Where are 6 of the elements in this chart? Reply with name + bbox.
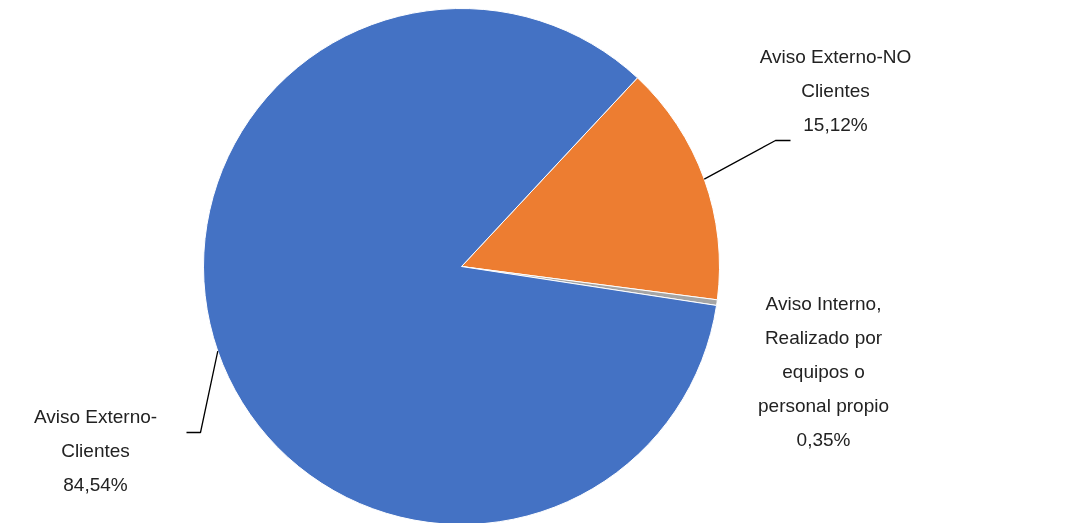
data-label: 0,35% [796,428,851,450]
slice-label: Aviso Externo-Clientes [33,405,158,461]
slice-label: Aviso Interno, Realizado por equipos o personal propio [758,292,889,416]
data-label: 15,12% [803,113,868,135]
data-label: 84,54% [63,473,128,495]
slice-label: Aviso Externo-NO Clientes [759,45,912,101]
